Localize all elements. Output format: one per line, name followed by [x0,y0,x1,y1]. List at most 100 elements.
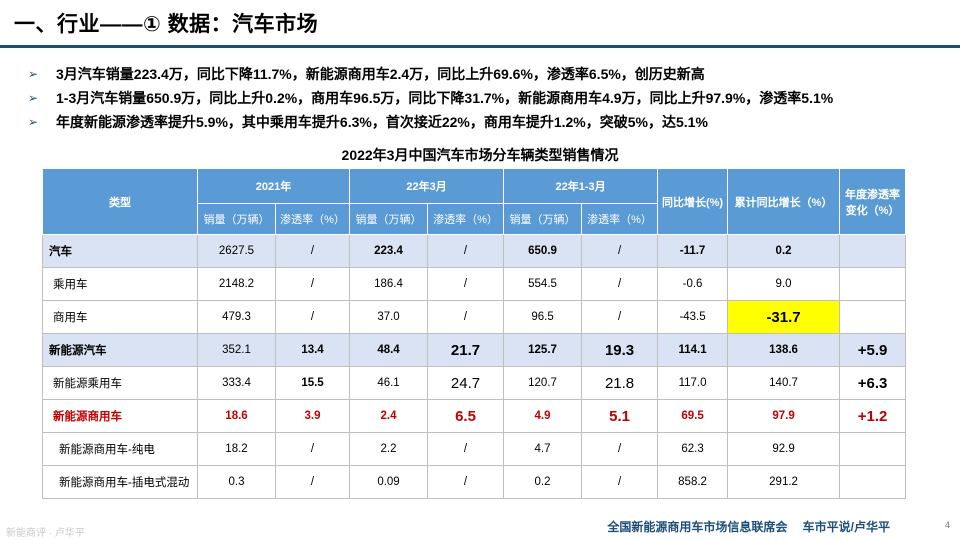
table-cell: 650.9 [503,234,583,268]
table-header-row: 类型 2021年 22年3月 22年1-3月 同比增长(%) 累计同比增长（%）… [42,168,907,235]
table-cell: / [274,465,351,499]
table-cell: 0.3 [197,465,276,499]
table-cell: 18.2 [197,432,276,466]
table-cell: / [581,267,659,301]
header-22q1: 22年1-3月 [503,168,659,204]
table-row: 新能源商用车 18.6 3.9 2.4 6.5 4.9 5.1 69.5 97.… [42,399,907,433]
table-cell: / [427,234,505,268]
table-cell: / [427,465,505,499]
row-label: 商用车 [42,300,198,334]
table-cell: / [274,234,351,268]
arrow-bullet-icon: ➢ [28,91,39,105]
header-pen-change: 年度渗透率变化（%） [839,168,907,235]
table-cell: 2.2 [349,432,429,466]
header-2203: 22年3月 [349,168,505,204]
table-cell: 479.3 [197,300,276,334]
table-cell: -0.6 [657,267,729,301]
table-cell: 114.1 [657,333,729,367]
table-cell: 9.0 [727,267,841,301]
header-2021: 2021年 [196,168,351,204]
highlighted-cell: -31.7 [727,300,841,334]
page-title: 一、行业——① 数据：汽车市场 [14,13,319,36]
page-number: 4 [944,520,950,530]
table-cell: / [274,267,351,301]
table-cell: 0.2 [503,465,583,499]
row-label: 乘用车 [42,267,198,301]
table-cell [839,432,907,466]
table-cell: / [581,465,659,499]
table-row: 新能源商用车-插电式混动 0.3 / 0.09 / 0.2 / 858.2 29… [42,465,907,499]
table-cell: / [274,432,351,466]
table-cell: 223.4 [349,234,429,268]
bullet-text: 1-3月汽车销量650.9万，同比上升0.2%，商用车96.5万，同比下降31.… [56,90,834,106]
table-cell: 120.7 [503,366,583,400]
table-cell: 291.2 [727,465,841,499]
table-cell: 2627.5 [197,234,276,268]
table-row: 乘用车 2148.2 / 186.4 / 554.5 / -0.6 9.0 [42,267,907,301]
table-title: 2022年3月中国汽车市场分车辆类型销售情况 [341,147,619,163]
table-cell: 24.7 [427,366,505,400]
table-cell: 96.5 [503,300,583,334]
table-cell: 97.9 [727,399,841,433]
table-cell: / [274,300,351,334]
header-penetration: 渗透率（%） [427,203,505,235]
table-cell: 0.09 [349,465,429,499]
table-cell: +6.3 [839,366,907,400]
table-cell: 3.9 [274,399,351,433]
table-cell: 0.2 [727,234,841,268]
watermark: 新能商评 · 卢华平 [6,528,85,539]
sales-table: 类型 2021年 22年3月 22年1-3月 同比增长(%) 累计同比增长（%）… [42,168,907,499]
table-cell: / [581,432,659,466]
table-row: 新能源汽车 352.1 13.4 48.4 21.7 125.7 19.3 11… [42,333,907,367]
header-sales: 销量（万辆） [349,203,429,235]
header-sales: 销量（万辆） [503,203,583,235]
table-row: 汽车 2627.5 / 223.4 / 650.9 / -11.7 0.2 [42,234,907,268]
table-cell: / [581,234,659,268]
table-cell: -43.5 [657,300,729,334]
table-cell: 333.4 [197,366,276,400]
table-cell: 140.7 [727,366,841,400]
table-cell: / [427,432,505,466]
bullet-text: 年度新能源渗透率提升5.9%，其中乘用车提升6.3%，首次接近22%，商用车提升… [56,114,708,130]
table-cell: 21.8 [581,366,659,400]
header-cum-yoy: 累计同比增长（%） [727,168,841,235]
arrow-bullet-icon: ➢ [28,67,39,81]
table-cell: 21.7 [427,333,505,367]
table-cell: 19.3 [581,333,659,367]
table-cell: 186.4 [349,267,429,301]
table-cell: -11.7 [657,234,729,268]
table-cell: +5.9 [839,333,907,367]
row-label: 汽车 [42,234,198,268]
table-cell: 48.4 [349,333,429,367]
table-cell: / [427,267,505,301]
table-cell: 4.9 [503,399,583,433]
row-label: 新能源乘用车 [42,366,198,400]
table-cell: 5.1 [581,399,659,433]
table-cell [839,234,907,268]
table-row: 新能源乘用车 333.4 15.5 46.1 24.7 120.7 21.8 1… [42,366,907,400]
table-subheader-row: 销量（万辆） 渗透率（%） 销量（万辆） 渗透率（%） 销量（万辆） 渗透率（%… [43,203,906,235]
table-cell: 46.1 [349,366,429,400]
table-cell: 858.2 [657,465,729,499]
table-cell: 117.0 [657,366,729,400]
table-cell: 62.3 [657,432,729,466]
arrow-bullet-icon: ➢ [28,115,39,129]
header-sales: 销量（万辆） [197,203,276,235]
header-penetration: 渗透率（%） [581,203,659,235]
table-cell: 18.6 [197,399,276,433]
table-cell: 37.0 [349,300,429,334]
table-cell: 138.6 [727,333,841,367]
header-type: 类型 [42,168,198,235]
header-penetration: 渗透率（%） [274,203,351,235]
table-cell [839,267,907,301]
table-cell: 125.7 [503,333,583,367]
table-row: 新能源商用车-纯电 18.2 / 2.2 / 4.7 / 62.3 92.9 [42,432,907,466]
table-cell: 69.5 [657,399,729,433]
table-cell: 4.7 [503,432,583,466]
table-cell: 352.1 [197,333,276,367]
table-cell: 2148.2 [197,267,276,301]
table-cell: 2.4 [349,399,429,433]
row-label: 新能源商用车-插电式混动 [42,465,198,499]
table-cell: / [427,300,505,334]
row-label: 新能源汽车 [42,333,198,367]
